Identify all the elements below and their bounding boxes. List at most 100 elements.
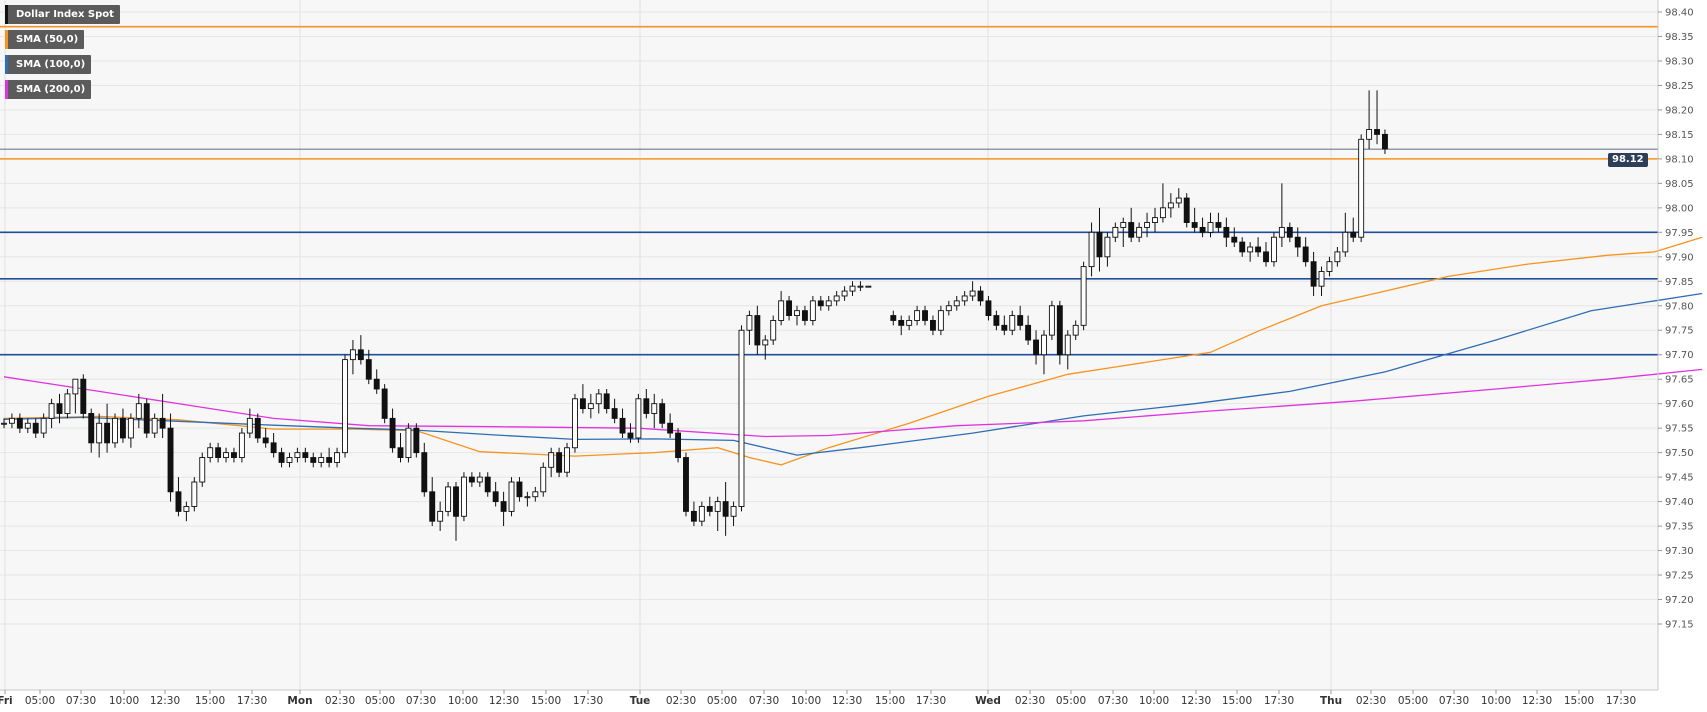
candle: [1366, 90, 1373, 150]
candle: [730, 501, 737, 527]
candle: [548, 447, 555, 478]
x-tick-label: 12:30: [489, 695, 519, 707]
candle-body-up: [698, 506, 705, 522]
candle: [1239, 237, 1246, 257]
legend-sma-100-label: SMA (100,0): [16, 59, 86, 70]
candle-body-down: [579, 398, 586, 410]
candle-body-up: [635, 398, 642, 439]
candle: [175, 477, 182, 517]
candle: [1009, 310, 1016, 336]
x-tick-label: 15:00: [1222, 695, 1252, 707]
candle-body-up: [1080, 266, 1087, 326]
candle-body-down: [1191, 222, 1198, 228]
indicator-legend: Dollar Index Spot SMA (50,0) SMA (100,0)…: [5, 5, 120, 105]
x-tick-label: 02:30: [325, 695, 355, 707]
candle: [770, 315, 777, 345]
candle-body-up: [476, 476, 483, 483]
candle-body-down: [667, 422, 674, 434]
candle: [738, 325, 745, 512]
candle: [1041, 330, 1047, 375]
candle: [659, 398, 666, 429]
x-tick-label: 10:00: [1139, 695, 1169, 707]
candle: [151, 413, 158, 438]
x-tick-label: 05:00: [1056, 695, 1086, 707]
candle-body-up: [191, 481, 198, 507]
y-tick-label: 97.75: [1665, 326, 1694, 337]
candle-body-up: [572, 398, 578, 449]
candle-body-up: [342, 359, 348, 454]
legend-sma-50[interactable]: SMA (50,0): [5, 30, 85, 49]
candle-body-up: [738, 329, 745, 507]
candle-body-down: [516, 481, 523, 498]
candle: [492, 482, 499, 507]
candle: [587, 393, 594, 419]
candle: [1310, 251, 1317, 296]
y-tick-label: 98.00: [1665, 203, 1694, 214]
candle: [572, 393, 578, 453]
x-tick-label: 17:30: [1606, 695, 1636, 707]
candle-body-up: [1048, 305, 1055, 336]
legend-sma-100[interactable]: SMA (100,0): [5, 55, 92, 74]
candle: [651, 393, 658, 429]
legend-instrument[interactable]: Dollar Index Spot: [5, 5, 120, 24]
y-tick-label: 97.80: [1665, 301, 1694, 312]
candle: [1358, 134, 1365, 243]
candle-body-down: [500, 501, 507, 512]
x-tick-label: 07:30: [1098, 695, 1128, 707]
candle: [326, 447, 333, 468]
candle: [96, 413, 103, 458]
candle-body-down: [32, 422, 39, 434]
candle-body-up: [183, 506, 190, 512]
plot-background: [0, 0, 1658, 690]
candle-body-up: [857, 285, 864, 288]
candle-body-down: [1239, 241, 1246, 253]
x-tick-label: 05:00: [365, 695, 395, 707]
candle-body-up: [8, 417, 15, 424]
candle: [1223, 217, 1230, 248]
candle-body-up: [906, 319, 913, 326]
candle-body-up: [969, 290, 976, 297]
legend-sma-200[interactable]: SMA (200,0): [5, 80, 92, 99]
candle: [508, 477, 515, 517]
candle-body-down: [1199, 226, 1206, 233]
candle: [865, 285, 872, 288]
candle: [914, 305, 921, 326]
x-tick-label: 07:30: [749, 695, 779, 707]
candle-body-up: [841, 290, 848, 297]
candle: [246, 408, 253, 438]
candle: [722, 482, 729, 536]
candle: [56, 393, 63, 424]
candle-body-up: [127, 417, 134, 439]
candle-body-up: [833, 295, 840, 302]
candle-body-down: [492, 491, 499, 503]
candle-body-down: [365, 359, 372, 380]
candle-body-up: [246, 417, 253, 434]
candle: [890, 310, 897, 326]
x-tick-label: 05:00: [1398, 695, 1428, 707]
candle-body-up: [532, 491, 539, 498]
candle-body-up: [1318, 271, 1325, 287]
candle-body-down: [143, 403, 150, 434]
candle-body-down: [389, 417, 396, 449]
y-tick-label: 98.35: [1665, 32, 1694, 43]
candle: [1199, 217, 1206, 238]
candle-body-down: [603, 393, 610, 410]
candle: [278, 447, 285, 468]
candle-body-up: [1041, 334, 1047, 356]
x-tick-label: 17:30: [573, 695, 603, 707]
candle: [619, 408, 626, 438]
candle: [405, 423, 412, 463]
candle: [1374, 90, 1380, 145]
candle: [191, 477, 198, 512]
candle-body-down: [993, 315, 1000, 326]
x-tick-label: 10:00: [791, 695, 821, 707]
candle: [794, 305, 800, 326]
y-tick-label: 97.55: [1665, 424, 1694, 435]
candle-body-up: [1120, 222, 1127, 228]
candle: [207, 442, 214, 463]
candle-body-up: [730, 506, 737, 517]
candle-body-up: [199, 457, 206, 483]
y-tick-label: 97.45: [1665, 473, 1694, 484]
candle-body-up: [849, 285, 856, 292]
